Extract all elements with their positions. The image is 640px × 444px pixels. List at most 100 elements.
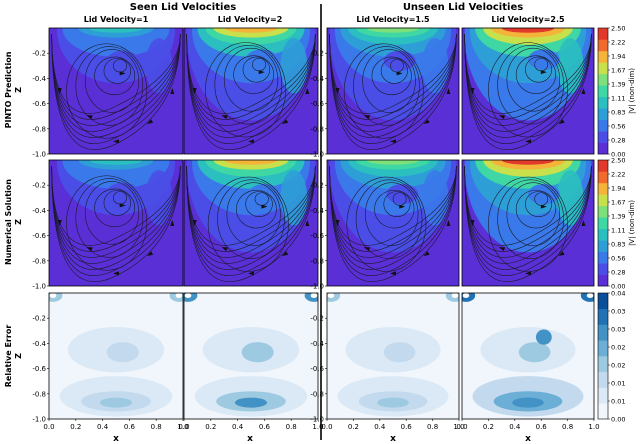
streamline xyxy=(51,34,181,144)
streamline xyxy=(51,166,181,276)
streamline xyxy=(186,166,316,264)
streamline xyxy=(75,178,144,258)
colorbar-tick-label: 0.04 xyxy=(611,290,625,298)
streamline xyxy=(186,34,316,144)
y-tick-label: -0.4 xyxy=(310,75,324,83)
streamline xyxy=(51,34,181,150)
colorbar-tick-label: 0.01 xyxy=(611,398,625,406)
x-axis-label-col2: x xyxy=(247,434,253,444)
colorbar-label: |V| (non-dim) xyxy=(628,68,636,114)
row-label-pinto: PINTO Prediction Z xyxy=(4,51,23,128)
streamline xyxy=(51,166,181,246)
streamline xyxy=(329,34,457,114)
streamline-arrow xyxy=(305,88,310,94)
streamline xyxy=(103,189,132,216)
streamline xyxy=(464,166,592,270)
colorbars: 0.00 0.28 0.56 0.83 1.11 1.39 1.67 1.94 2.22 2.50… xyxy=(597,25,636,424)
streamline xyxy=(329,34,457,126)
colorbar-level xyxy=(598,205,608,218)
streamline xyxy=(51,166,181,258)
x-tick-label: 0.0 xyxy=(456,423,467,431)
panel-numerical-4 xyxy=(461,159,595,287)
colorbar-level xyxy=(598,371,608,388)
colorbar-frame xyxy=(597,159,609,287)
y-tick-label: -0.4 xyxy=(310,340,324,348)
x-tick-label: 1.0 xyxy=(453,423,464,431)
contour-level xyxy=(383,342,416,363)
streamline-arrow xyxy=(396,71,403,76)
streamline-arrow xyxy=(423,119,430,124)
panel-pinto-3: -0.2 -0.4 -0.6 -0.8 -1.0 xyxy=(310,27,460,159)
streamline-arrow xyxy=(498,115,506,120)
y-tick-label: -1.0 xyxy=(310,151,324,159)
contour-level xyxy=(518,342,551,363)
row-label-numerical-text: Numerical Solution xyxy=(4,179,13,265)
panel-frame xyxy=(183,159,319,287)
colorbar-tick-label: 0.28 xyxy=(611,137,625,145)
y-tick-label: -0.6 xyxy=(310,232,324,240)
streamline-arrow xyxy=(119,203,126,208)
streamline xyxy=(464,166,592,252)
streamline xyxy=(329,166,457,264)
streamline-arrow xyxy=(446,88,451,94)
streamline xyxy=(506,47,560,112)
streamline-arrow xyxy=(470,88,475,94)
streamline-arrow xyxy=(281,119,289,124)
streamline xyxy=(186,166,316,258)
streamline xyxy=(223,47,279,112)
y-tick-label: -0.6 xyxy=(310,365,324,373)
colorbar-level xyxy=(598,387,608,404)
streamline xyxy=(186,34,316,132)
corner-error xyxy=(310,293,318,299)
row-label-numerical-axis: Z xyxy=(14,219,23,225)
streamline xyxy=(217,179,285,259)
streamline xyxy=(186,34,316,114)
panel-frame xyxy=(48,292,184,420)
contour-level xyxy=(241,342,274,363)
streamline xyxy=(51,34,181,138)
y-tick-label: -0.4 xyxy=(32,340,46,348)
x-tick-label: 0.0 xyxy=(178,423,189,431)
contour-level xyxy=(501,28,555,33)
streamline-arrow xyxy=(57,220,62,226)
corner-error xyxy=(327,293,335,299)
colorbar-level xyxy=(598,340,608,357)
streamline xyxy=(346,176,427,272)
y-tick-label: -0.2 xyxy=(32,50,46,58)
streamline xyxy=(51,166,181,270)
streamline-arrow xyxy=(558,119,565,124)
streamline xyxy=(207,176,289,272)
x-tick-label: 0.4 xyxy=(509,423,521,431)
streamline-arrow xyxy=(146,119,154,124)
streamline-arrow xyxy=(305,220,310,226)
streamline xyxy=(497,179,564,259)
streamline xyxy=(51,34,181,120)
vortex-core xyxy=(528,49,560,70)
y-tick-label: -1.0 xyxy=(32,416,46,424)
colorbar-level xyxy=(598,171,608,184)
column-title-lid-velocity-1: Lid Velocity=1 xyxy=(84,15,149,24)
streamline xyxy=(329,166,457,246)
x-tick-label: 0.4 xyxy=(374,423,386,431)
error-contours xyxy=(49,293,183,419)
streamline xyxy=(464,166,592,264)
y-tick-label: -0.8 xyxy=(32,125,46,133)
panel-frame xyxy=(48,159,184,287)
streamline-arrow xyxy=(258,70,265,75)
y-tick-label: -0.6 xyxy=(32,365,46,373)
vortex-core xyxy=(248,183,281,205)
panel-pinto-4 xyxy=(461,27,595,155)
x-tick-label: 0.8 xyxy=(286,423,297,431)
streamline xyxy=(374,189,415,229)
streamline xyxy=(51,166,181,264)
x-tick-label: 0.6 xyxy=(259,423,271,431)
column-title-lid-velocity-1-5: Lid Velocity=1.5 xyxy=(356,15,430,24)
row-label-numerical: Numerical Solution Z xyxy=(4,179,23,265)
vortex-core xyxy=(528,183,560,205)
row-label-pinto-axis: Z xyxy=(14,87,23,93)
panel-error-2: 0.0 0.2 0.4 0.6 0.8 1.0 xyxy=(178,292,324,431)
streamline xyxy=(51,34,181,114)
streamline-arrow xyxy=(281,251,289,256)
panel-numerical-1: -0.2 -0.4 -0.6 -0.8 -1.0 xyxy=(32,159,184,291)
streamline xyxy=(245,191,273,218)
